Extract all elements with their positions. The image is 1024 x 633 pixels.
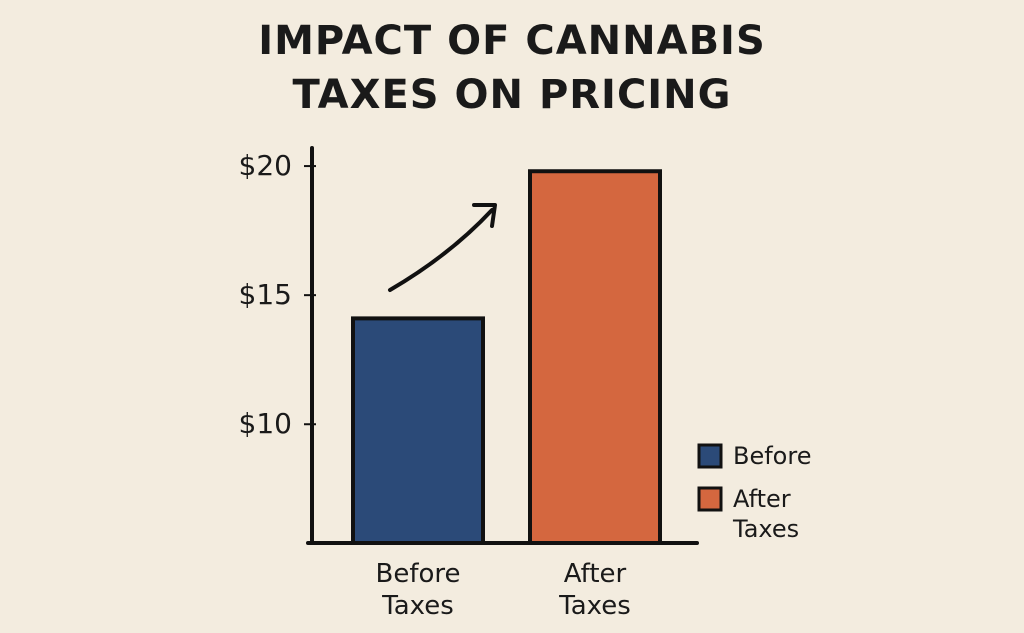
trend-arrow — [388, 208, 494, 292]
y-tick-label: $15 — [238, 278, 292, 312]
legend-swatch — [697, 486, 723, 512]
y-tick-label: $20 — [238, 149, 292, 183]
legend-label: Before — [733, 442, 812, 470]
legend-label: After Taxes — [733, 485, 800, 543]
bar — [528, 169, 662, 545]
chart-title: IMPACT OF CANNABIS TAXES ON PRICING — [258, 18, 766, 118]
trend-arrow-head — [472, 203, 497, 228]
y-tick-label: $10 — [238, 407, 292, 441]
x-tick-label: Before Taxes — [375, 559, 461, 621]
bar — [351, 316, 485, 545]
legend-swatch — [697, 443, 723, 469]
x-tick-label: After Taxes — [559, 559, 631, 621]
